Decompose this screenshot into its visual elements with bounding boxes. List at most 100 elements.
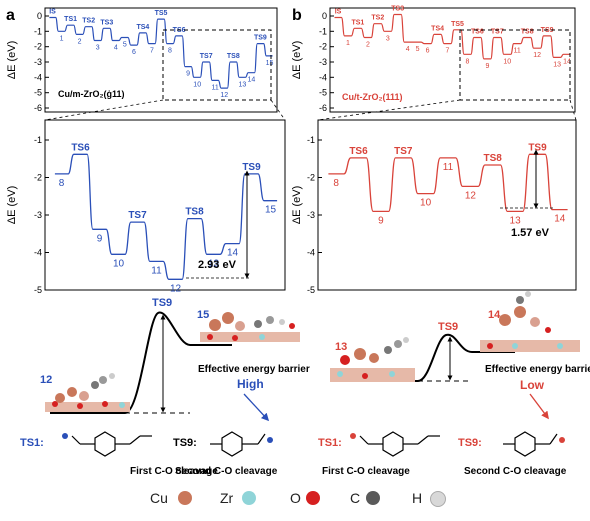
panel-b-zoom-connector-left <box>317 99 461 121</box>
panel-b-zoom-y-tick-label: -5 <box>307 285 315 295</box>
panel-b-point-label-ts6: TS6 <box>471 29 484 36</box>
panel-a-point-label-ts9: TS9 <box>254 35 267 42</box>
panel-a-point-label-11: 11 <box>212 84 219 91</box>
panel-b-zoom-point-label-13: 13 <box>510 215 522 226</box>
panel-b-overview-frame <box>329 7 576 113</box>
panel-a-point-label-ts3: TS3 <box>100 19 113 26</box>
panel-a-point-label-5: 5 <box>123 42 127 49</box>
panel-b-point-label-2: 2 <box>366 42 370 49</box>
panel-a-point-label-2: 2 <box>78 38 82 45</box>
panel-b-low-arrow <box>529 393 549 420</box>
panel-b-zoom-line <box>328 153 568 213</box>
panel-b-zoom-point-label-ts8: TS8 <box>484 153 503 164</box>
panel-a-ts9-cleave-mark <box>267 437 273 443</box>
panel-a-ts1-molecule <box>71 431 152 457</box>
panel-b-cluster-left <box>330 337 415 382</box>
panel-b-cluster-right <box>480 291 580 352</box>
panel-b-zoom-y-tick-label: -3 <box>307 210 315 220</box>
legend-o-swatch <box>306 491 320 505</box>
panel-b-zoom-y-tick-label: -4 <box>307 248 315 258</box>
panel-a-cluster-right <box>200 312 300 342</box>
panel-a-ts9-molecule <box>210 431 266 457</box>
panel-b-zoom-ylabel: ΔE (eV) <box>291 186 303 225</box>
panel-a-zoom-connector-right <box>270 99 286 121</box>
panel-a-zoom-point-label-9: 9 <box>97 233 103 244</box>
panel-a-profile-curve <box>50 311 232 414</box>
panel-b-ylabel: ΔE (eV) <box>291 41 303 80</box>
panel-a-zoom-y-tick-label: -2 <box>34 173 42 183</box>
panel-a-point-label-ts5: TS5 <box>155 10 168 17</box>
panel-a-molecules: TS1: First C-O cleavage TS9: Second C-O … <box>20 431 278 477</box>
panel-a-zoom-connector-left <box>44 99 164 121</box>
panel-a-zoom-y-tick-label: -1 <box>34 135 42 145</box>
panel-a-point-label-6: 6 <box>132 49 136 56</box>
panel-a-point-label-15: 15 <box>266 60 274 67</box>
panel-a-ts9-label: TS9: <box>173 437 197 449</box>
panel-b-point-label-8: 8 <box>465 58 469 65</box>
panel-b-letter: b <box>292 7 302 24</box>
panel-a-point-label-9: 9 <box>186 71 190 78</box>
legend-cu-swatch <box>178 491 192 505</box>
panel-a-zoom-labels: 8 TS6 9 10 TS7 11 12 TS8 13 14 TS9 15 <box>59 142 277 294</box>
panel-a-zoom-point-label-12: 12 <box>170 283 182 294</box>
panel-b-ts1-molecule <box>359 431 440 457</box>
panel-a-zoom-point-label-14: 14 <box>227 248 239 259</box>
atom-legend: Cu Zr O C H <box>150 488 480 510</box>
panel-a-overview-line <box>49 16 273 89</box>
panel-b-zoom-point-label-14: 14 <box>554 214 566 225</box>
panel-a-point-label-1: 1 <box>60 35 64 42</box>
panel-b-point-label-ts4: TS4 <box>431 25 444 32</box>
legend-cu-label: Cu <box>150 490 168 506</box>
panel-b-zoom-point-label-11: 11 <box>443 162 454 173</box>
panel-b-point-label-4: 4 <box>406 46 410 53</box>
panel-a-point-label-12: 12 <box>220 92 228 99</box>
panel-b-point-label-7: 7 <box>446 48 450 55</box>
panel-b-zoom-point-label-ts7: TS7 <box>394 146 413 157</box>
panel-b-y-ticks: 0 -1 -2 -3 -4 -5 -6 <box>319 11 334 113</box>
panel-a-surface-label: Cu/m-ZrO₂(ġ11) <box>58 89 125 99</box>
panel-b-point-label-5: 5 <box>416 46 420 53</box>
panel-a-zoom-y-ticks: -1 -2 -3 -4 -5 <box>34 135 49 295</box>
panel-a-ylabel: ΔE (eV) <box>6 41 18 80</box>
panel-b-molecules: TS1: First C-O cleavage TS9: Second C-O … <box>318 431 567 477</box>
panel-a-y-tick-label: -6 <box>34 103 42 113</box>
panel-b-zoom-point-label-8: 8 <box>333 178 339 189</box>
panel-b-point-label-14: 14 <box>563 58 571 65</box>
legend-c-label: C <box>350 490 361 506</box>
panel-b-ts9-label: TS9: <box>458 437 482 449</box>
panel-a-zoom-point-label-10: 10 <box>113 258 125 269</box>
panel-b-point-label-13: 13 <box>553 61 561 68</box>
panel-b-profile-ts9: TS9 <box>438 321 458 333</box>
panel-b-point-label-ts2: TS2 <box>371 15 384 22</box>
panel-a-ts1-label: TS1: <box>20 437 44 449</box>
panel-b-zoom-y-tick-label: -1 <box>307 135 315 145</box>
panel-a-y-tick-label: 0 <box>37 11 42 21</box>
panel-a-overview: 0 -1 -2 -3 -4 -5 -6 ΔE (eV) IS 1 TS1 2 TS2 3 TS3 4 56 T… <box>6 7 278 113</box>
panel-a-point-label-ts7: TS7 <box>200 53 213 60</box>
panel-b-first-cleave: First C-O cleavage <box>322 466 410 477</box>
panel-a-zoom-point-label-15: 15 <box>265 205 277 216</box>
panel-a-first-cleave: First C-O cleavage <box>130 466 218 477</box>
panel-b-ts1-cleave-mark <box>350 433 356 439</box>
panel-a-y-tick-label: -1 <box>34 26 42 36</box>
panel-a-point-label-7: 7 <box>150 48 154 55</box>
panel-b-ts9-molecule <box>503 431 558 457</box>
panel-a-high-label: High <box>237 377 264 391</box>
panel-b-point-label-1: 1 <box>346 40 350 47</box>
panel-b-second-cleave: Second C-O cleavage <box>464 466 567 477</box>
panel-a-zoom-y-tick-label: -4 <box>34 248 42 258</box>
panel-b-point-label-ts7: TS7 <box>491 29 504 36</box>
panel-b-ts1-label: TS1: <box>318 437 342 449</box>
panel-a-zoom-ylabel: ΔE (eV) <box>6 186 18 225</box>
panel-b-y-tick-label: -3 <box>319 57 327 67</box>
panel-b-zoom: -1 -2 -3 -4 -5 ΔE (eV) 8 TS6 9 TS7 10 11 12 TS8 13 TS… <box>291 119 577 295</box>
panel-b-zoom-point-label-12: 12 <box>465 190 477 201</box>
panel-b-low-label: Low <box>520 378 545 392</box>
panel-b-point-label-ts5: TS5 <box>451 21 464 28</box>
legend-c-swatch <box>366 491 380 505</box>
panel-b-point-label-12: 12 <box>533 52 541 59</box>
panel-a-high-arrow <box>243 393 270 422</box>
panel-b-zoom-point-label-ts9: TS9 <box>528 142 547 153</box>
panel-b-zoom-point-label-10: 10 <box>420 198 432 209</box>
